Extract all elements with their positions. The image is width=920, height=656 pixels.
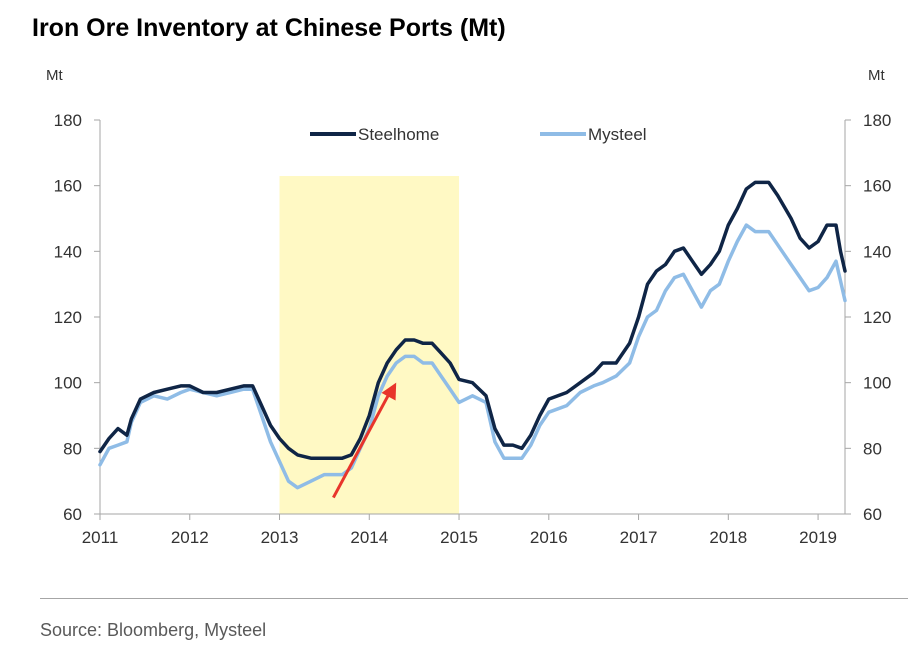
right-y-tick-label: 160 bbox=[863, 177, 891, 196]
right-axis-unit: Mt bbox=[868, 67, 885, 84]
left-axis-unit: Mt bbox=[46, 67, 63, 84]
annotation-arrow-head bbox=[381, 382, 397, 401]
left-y-tick-label: 140 bbox=[54, 242, 82, 261]
left-y-tick-label: 160 bbox=[54, 177, 82, 196]
x-tick-label: 2014 bbox=[350, 528, 388, 547]
x-tick-label: 2013 bbox=[261, 528, 299, 547]
source-divider bbox=[40, 598, 908, 599]
left-y-tick-label: 100 bbox=[54, 374, 82, 393]
right-y-tick-label: 60 bbox=[863, 505, 882, 524]
right-y-tick-label: 180 bbox=[863, 111, 891, 130]
left-y-tick-label: 80 bbox=[63, 439, 82, 458]
right-y-tick-label: 140 bbox=[863, 242, 891, 261]
right-y-tick-label: 120 bbox=[863, 308, 891, 327]
right-y-tick-label: 100 bbox=[863, 374, 891, 393]
annotation-arrow-shaft bbox=[332, 390, 392, 499]
series-line-mysteel bbox=[98, 223, 847, 490]
x-tick-label: 2016 bbox=[530, 528, 568, 547]
left-y-tick-label: 120 bbox=[54, 308, 82, 327]
source-note: Source: Bloomberg, Mysteel bbox=[40, 620, 267, 640]
x-tick-label: 2015 bbox=[440, 528, 478, 547]
left-y-tick-label: 180 bbox=[54, 111, 82, 130]
right-y-tick-label: 80 bbox=[863, 439, 882, 458]
chart-title: Iron Ore Inventory at Chinese Ports (Mt) bbox=[32, 14, 506, 42]
x-tick-label: 2018 bbox=[709, 528, 747, 547]
legend-label-steelhome: Steelhome bbox=[358, 125, 439, 144]
line-chart: Mt Mt 60 60 80 80 100 100 120 120 140 140 160 160 180 1… bbox=[46, 67, 891, 547]
x-tick-label: 2019 bbox=[799, 528, 837, 547]
x-tick-label: 2011 bbox=[82, 528, 119, 547]
legend-label-mysteel: Mysteel bbox=[588, 125, 647, 144]
x-tick-label: 2017 bbox=[620, 528, 658, 547]
x-tick-label: 2012 bbox=[171, 528, 209, 547]
left-y-tick-label: 60 bbox=[63, 505, 82, 524]
series-line-steelhome bbox=[98, 180, 847, 460]
